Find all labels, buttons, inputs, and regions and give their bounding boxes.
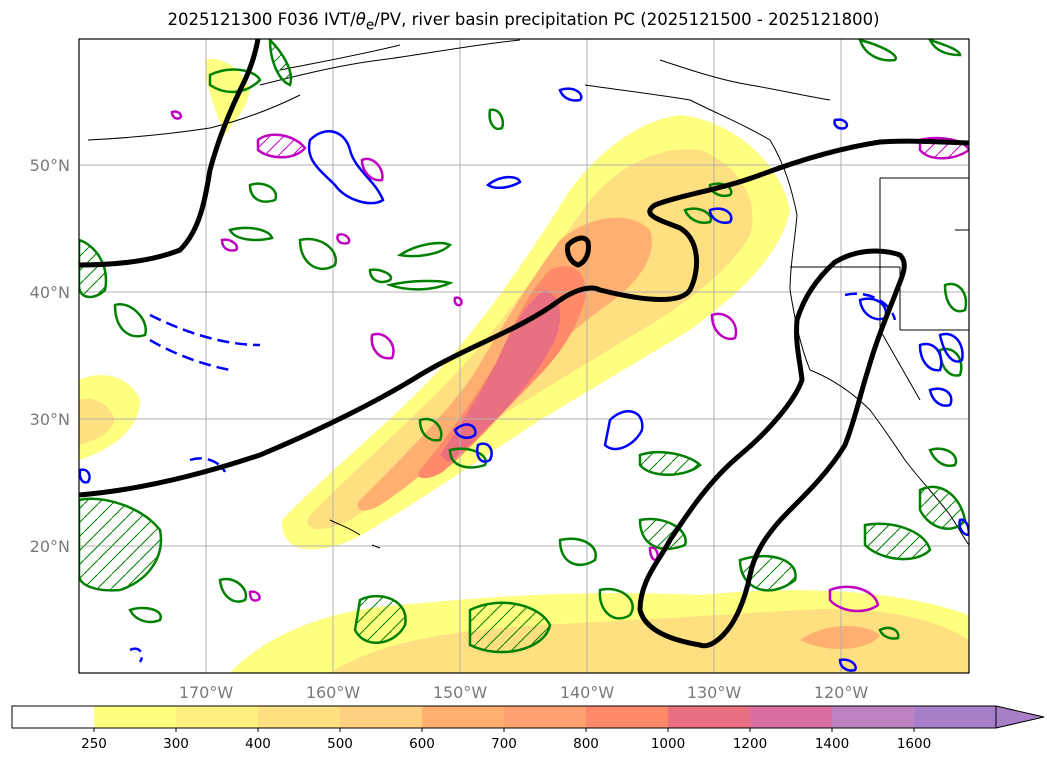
theta-e-contours bbox=[79, 39, 969, 649]
lon-label-170w: 170°W bbox=[179, 683, 234, 702]
colorbar-tick-label: 1200 bbox=[733, 736, 767, 752]
lat-label-20: 20°N bbox=[30, 537, 70, 556]
colorbar-segment bbox=[914, 706, 996, 728]
longitude-labels: 170°W 160°W 150°W 140°W 130°W 120°W bbox=[179, 683, 869, 702]
ivt-shading bbox=[79, 59, 969, 673]
figure-title: 2025121300 F036 IVT/θe/PV, river basin p… bbox=[167, 10, 880, 34]
colorbar-segment bbox=[94, 706, 176, 728]
colorbar-tick-label: 1400 bbox=[815, 736, 849, 752]
colorbar: 250 300 400 500 600 700 800 1000 1200 1400 1600 bbox=[11, 705, 1045, 752]
colorbar-segment bbox=[832, 706, 914, 728]
colorbar-tick-label: 400 bbox=[245, 736, 271, 752]
colorbar-extend-arrow bbox=[995, 705, 1045, 729]
lat-label-40: 40°N bbox=[30, 283, 70, 302]
latitude-labels: 20°N 30°N 40°N 50°N bbox=[30, 156, 70, 556]
colorbar-segment bbox=[340, 706, 422, 728]
colorbar-tick-label: 600 bbox=[409, 736, 435, 752]
colorbar-tick-label: 500 bbox=[327, 736, 353, 752]
colorbar-tick-label: 700 bbox=[491, 736, 517, 752]
pv-positive-contours bbox=[79, 39, 968, 654]
colorbar-segment bbox=[12, 706, 94, 728]
map-area bbox=[79, 39, 969, 673]
lat-label-30: 30°N bbox=[30, 410, 70, 429]
colorbar-tick-label: 800 bbox=[573, 736, 599, 752]
lon-label-140w: 140°W bbox=[560, 683, 615, 702]
map-frame bbox=[78, 38, 970, 674]
colorbar-segment bbox=[668, 706, 750, 728]
lon-label-120w: 120°W bbox=[814, 683, 869, 702]
lon-label-130w: 130°W bbox=[687, 683, 742, 702]
colorbar-segment bbox=[422, 706, 504, 728]
colorbar-segment bbox=[176, 706, 258, 728]
colorbar-segment bbox=[504, 706, 586, 728]
colorbar-segment bbox=[586, 706, 668, 728]
pv-negative-contours bbox=[79, 87, 969, 672]
lon-label-160w: 160°W bbox=[306, 683, 361, 702]
colorbar-tick-label: 1600 bbox=[897, 736, 931, 752]
lon-label-150w: 150°W bbox=[433, 683, 488, 702]
colorbar-segment bbox=[750, 706, 832, 728]
colorbar-segment bbox=[258, 706, 340, 728]
colorbar-tick-label: 300 bbox=[163, 736, 189, 752]
colorbar-tick-label: 1000 bbox=[651, 736, 685, 752]
colorbar-tick-label: 250 bbox=[81, 736, 107, 752]
lat-label-50: 50°N bbox=[30, 156, 70, 175]
